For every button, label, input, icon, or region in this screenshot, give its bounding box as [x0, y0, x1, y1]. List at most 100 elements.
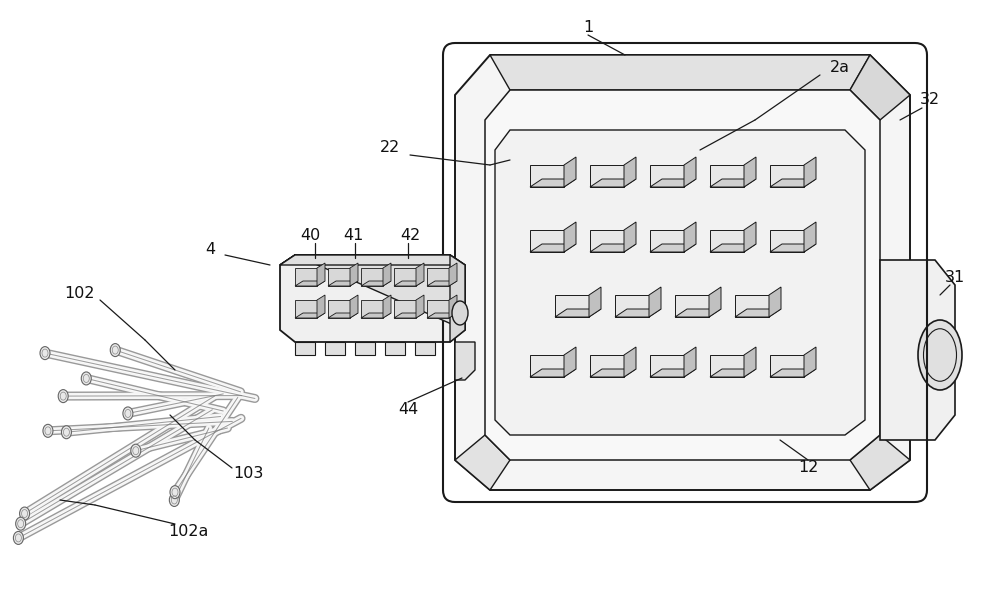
Polygon shape	[530, 230, 564, 252]
Polygon shape	[770, 369, 816, 377]
Polygon shape	[450, 255, 465, 342]
Polygon shape	[394, 268, 416, 286]
Polygon shape	[530, 244, 576, 252]
Polygon shape	[427, 281, 457, 286]
Polygon shape	[485, 90, 880, 460]
Polygon shape	[416, 295, 424, 318]
Polygon shape	[555, 309, 601, 317]
Polygon shape	[427, 268, 449, 286]
Ellipse shape	[13, 532, 23, 544]
Polygon shape	[710, 230, 744, 252]
Ellipse shape	[169, 493, 179, 507]
Polygon shape	[564, 347, 576, 377]
Polygon shape	[684, 222, 696, 252]
Polygon shape	[710, 355, 744, 377]
Polygon shape	[770, 244, 816, 252]
Text: 102a: 102a	[168, 524, 208, 539]
Text: 44: 44	[398, 402, 418, 417]
Polygon shape	[325, 342, 345, 355]
Polygon shape	[394, 281, 424, 286]
Polygon shape	[383, 263, 391, 286]
Polygon shape	[295, 268, 317, 286]
Ellipse shape	[452, 301, 468, 325]
Polygon shape	[710, 244, 756, 252]
Polygon shape	[328, 300, 350, 318]
Polygon shape	[361, 268, 383, 286]
Polygon shape	[495, 130, 865, 435]
Polygon shape	[427, 300, 449, 318]
Polygon shape	[385, 342, 405, 355]
Text: 41: 41	[343, 227, 363, 243]
Polygon shape	[280, 255, 465, 342]
Ellipse shape	[16, 517, 26, 530]
Polygon shape	[684, 157, 696, 187]
Polygon shape	[317, 295, 325, 318]
Text: 40: 40	[300, 227, 320, 243]
Text: 12: 12	[798, 460, 818, 475]
Polygon shape	[744, 347, 756, 377]
Polygon shape	[427, 313, 457, 318]
Polygon shape	[615, 309, 661, 317]
Ellipse shape	[110, 344, 120, 356]
Polygon shape	[449, 295, 457, 318]
Ellipse shape	[81, 372, 91, 385]
Polygon shape	[455, 342, 475, 380]
Ellipse shape	[918, 320, 962, 390]
Polygon shape	[530, 179, 576, 187]
Text: 2a: 2a	[830, 60, 850, 75]
Ellipse shape	[61, 426, 71, 439]
Polygon shape	[744, 157, 756, 187]
Polygon shape	[295, 313, 325, 318]
Polygon shape	[675, 295, 709, 317]
Polygon shape	[880, 260, 955, 440]
Polygon shape	[328, 281, 358, 286]
Polygon shape	[530, 165, 564, 187]
Polygon shape	[564, 157, 576, 187]
Polygon shape	[744, 222, 756, 252]
Ellipse shape	[123, 407, 133, 420]
Polygon shape	[295, 281, 325, 286]
Polygon shape	[770, 355, 804, 377]
Polygon shape	[564, 222, 576, 252]
Text: 22: 22	[380, 141, 400, 155]
Polygon shape	[710, 369, 756, 377]
Polygon shape	[590, 165, 624, 187]
Polygon shape	[770, 230, 804, 252]
Polygon shape	[490, 55, 870, 90]
Polygon shape	[383, 295, 391, 318]
Polygon shape	[555, 295, 589, 317]
Polygon shape	[804, 222, 816, 252]
Polygon shape	[295, 300, 317, 318]
Polygon shape	[850, 435, 910, 490]
Polygon shape	[317, 263, 325, 286]
Polygon shape	[355, 342, 375, 355]
Polygon shape	[361, 281, 391, 286]
Polygon shape	[449, 263, 457, 286]
Polygon shape	[590, 244, 636, 252]
Polygon shape	[650, 179, 696, 187]
Polygon shape	[804, 347, 816, 377]
Polygon shape	[394, 313, 424, 318]
Polygon shape	[590, 230, 624, 252]
Polygon shape	[770, 179, 816, 187]
Polygon shape	[280, 255, 465, 265]
Polygon shape	[590, 369, 636, 377]
Polygon shape	[350, 263, 358, 286]
Text: 31: 31	[945, 270, 965, 285]
Text: 102: 102	[65, 285, 95, 301]
Polygon shape	[684, 347, 696, 377]
Polygon shape	[350, 295, 358, 318]
Polygon shape	[769, 287, 781, 317]
Ellipse shape	[43, 425, 53, 437]
Polygon shape	[624, 222, 636, 252]
Ellipse shape	[131, 444, 141, 457]
Polygon shape	[295, 342, 315, 355]
Polygon shape	[416, 263, 424, 286]
Text: 103: 103	[233, 465, 263, 481]
Polygon shape	[735, 295, 769, 317]
Polygon shape	[455, 435, 510, 490]
Polygon shape	[361, 300, 383, 318]
Polygon shape	[280, 255, 465, 330]
Polygon shape	[770, 165, 804, 187]
Text: 4: 4	[205, 243, 215, 258]
